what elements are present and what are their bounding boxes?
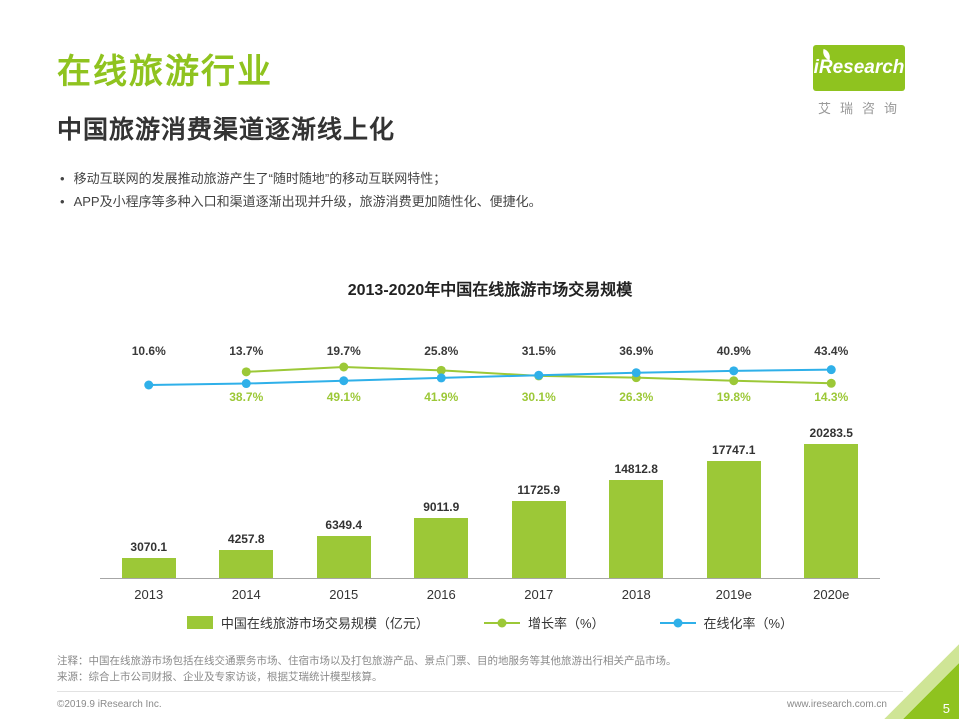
online-rate-line-point	[144, 380, 154, 390]
bullet-text: 移动互联网的发展推动旅游产生了“随时随地”的移动互联网特性；	[73, 171, 447, 186]
online-rate-line-point	[241, 379, 251, 389]
legend-label: 中国在线旅游市场交易规模（亿元）	[220, 616, 429, 631]
growth-line-point	[826, 378, 836, 388]
bar-value-label: 20283.5	[809, 426, 853, 440]
legend-item-growth: 增长率（%）	[483, 613, 605, 632]
bar-value-label: 11725.9	[517, 482, 561, 497]
online-rate-line-point	[631, 368, 641, 378]
online-rate-label: 10.6%	[131, 344, 166, 358]
online-rate-line-point	[436, 373, 446, 383]
footer-divider	[57, 691, 903, 692]
chart-title: 2013-2020年中国在线旅游市场交易规模	[347, 282, 633, 299]
bar-2016	[414, 518, 469, 578]
x-axis-label: 2013	[134, 587, 164, 602]
x-axis-label: 2019e	[715, 587, 752, 602]
bar-2020e	[804, 444, 859, 578]
online-rate-label: 25.8%	[424, 344, 459, 358]
legend-label: 在线化率（%）	[703, 616, 794, 631]
growth-line-point	[339, 362, 349, 372]
trend-lines	[144, 362, 836, 390]
growth-rate-label: 38.7%	[229, 390, 264, 404]
bar-value-label: 9011.9	[423, 500, 460, 515]
online-rate-line-point	[826, 365, 836, 375]
online-rate-line	[148, 368, 832, 386]
legend-item-bars: 中国在线旅游市场交易规模（亿元）	[186, 613, 429, 632]
x-axis-label: 2015	[329, 587, 359, 602]
growth-rate-label: 26.3%	[619, 390, 654, 404]
bar-2013	[121, 557, 176, 578]
legend-label: 增长率（%）	[527, 616, 605, 631]
online-rate-line-point	[339, 376, 349, 386]
bar-value-label: 6349.4	[325, 518, 363, 533]
online-rate-label: 31.5%	[521, 344, 556, 358]
bar-value-label: 14812.8	[614, 462, 658, 477]
bullet-list: • 移动互联网的发展推动旅游产生了“随时随地”的移动互联网特性； • APP及小…	[60, 167, 542, 213]
chart-plot-area: 3070.1 2013 10.6% 4257.8 2014 13.7% 38.7% 6349.…	[100, 330, 880, 608]
online-rate-label: 43.4%	[814, 344, 849, 358]
online-rate-label: 40.9%	[716, 344, 751, 358]
website-text: www.iresearch.com.cn	[786, 699, 887, 710]
growth-rate-label: 49.1%	[326, 390, 361, 404]
x-axis-label: 2017	[524, 587, 554, 602]
online-rate-line-point	[729, 366, 739, 376]
growth-line-swatch-icon	[483, 618, 520, 627]
growth-line-point	[241, 367, 251, 377]
bar-2018	[609, 480, 664, 578]
x-axis-label: 2018	[621, 587, 651, 602]
page-title: 在线旅游行业	[57, 53, 273, 91]
growth-rate-label: 30.1%	[521, 390, 556, 404]
footnote: 注释：中国在线旅游市场包括在线交通票务市场、住宿市场以及打包旅游产品、景点门票、…	[57, 655, 677, 667]
iresearch-logo-box: iResearch	[813, 45, 905, 91]
legend-item-online-rate: 在线化率（%）	[659, 613, 794, 632]
logo-caption: 艾瑞咨询	[818, 101, 907, 116]
growth-rate-label: 14.3%	[814, 390, 849, 404]
x-axis-line	[100, 578, 880, 579]
logo-text: iResearch	[813, 57, 905, 78]
growth-line-point	[436, 365, 446, 375]
bullet-item: • 移动互联网的发展推动旅游产生了“随时随地”的移动互联网特性；	[60, 167, 542, 190]
online-rate-label: 13.7%	[229, 344, 264, 358]
x-axis-label: 2020e	[813, 587, 850, 602]
chart-legend: 中国在线旅游市场交易规模（亿元） 增长率（%） 在线化率（%）	[100, 613, 880, 632]
source-note: 来源：综合上市公司财报、企业及专家访谈，根据艾瑞统计模型核算。	[57, 671, 383, 683]
x-axis-label: 2014	[231, 587, 261, 602]
bar-2017	[511, 500, 566, 578]
bar-swatch-icon	[186, 616, 213, 629]
bar-value-label: 3070.1	[130, 539, 168, 554]
bar-2015	[316, 536, 371, 578]
bullet-dot-icon: •	[60, 194, 65, 209]
bullet-item: • APP及小程序等多种入口和渠道逐渐出现并升级，旅游消费更加随性化、便捷化。	[60, 190, 542, 213]
bar-value-label: 4257.8	[227, 531, 265, 546]
online-rate-label: 36.9%	[619, 344, 654, 358]
page-subtitle: 中国旅游消费渠道逐渐线上化	[57, 116, 396, 144]
page-number: 5	[942, 701, 950, 716]
bar-value-label: 17747.1	[712, 442, 756, 457]
growth-rate-label: 41.9%	[424, 390, 459, 404]
growth-line-point	[729, 376, 739, 386]
online-rate-line-swatch-icon	[659, 618, 696, 627]
copyright-text: ©2019.9 iResearch Inc.	[57, 699, 162, 710]
growth-rate-label: 19.8%	[716, 390, 751, 404]
bar-2019e	[706, 460, 761, 578]
bullet-dot-icon: •	[60, 171, 65, 186]
x-axis-label: 2016	[426, 587, 456, 602]
online-rate-line-point	[534, 370, 544, 380]
online-rate-label: 19.7%	[326, 344, 361, 358]
bar-2014	[219, 549, 274, 578]
bullet-text: APP及小程序等多种入口和渠道逐渐出现并升级，旅游消费更加随性化、便捷化。	[73, 194, 542, 209]
iresearch-logo: iResearch 艾瑞咨询	[813, 45, 905, 117]
